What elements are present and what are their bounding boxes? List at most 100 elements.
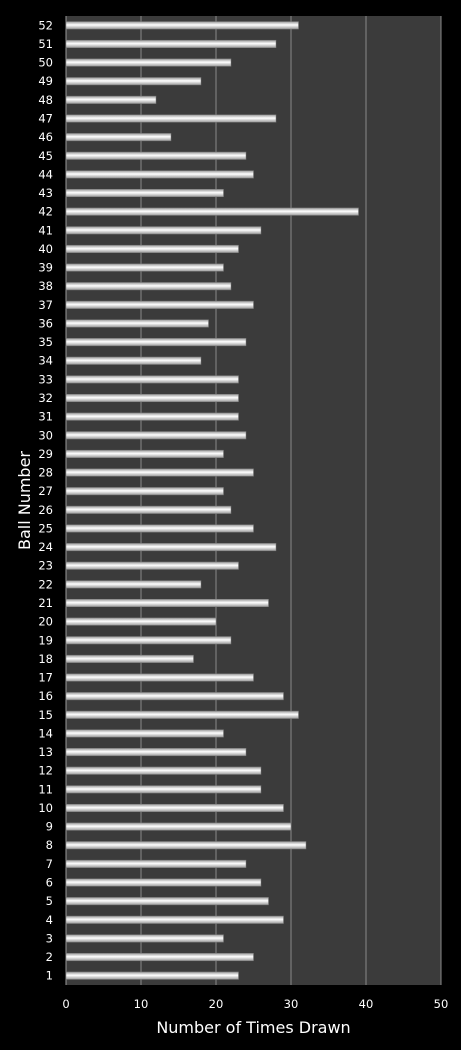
y-tick-label: 13	[38, 745, 53, 759]
y-tick-label: 30	[38, 428, 53, 442]
y-tick-label: 50	[38, 56, 53, 70]
y-tick-label: 29	[38, 447, 53, 461]
bar-ball-51	[65, 39, 277, 48]
bar-ball-35	[65, 338, 247, 347]
bar-ball-4	[65, 915, 284, 924]
y-tick-label: 35	[38, 335, 53, 349]
bar-ball-28	[65, 468, 254, 477]
x-tick-label: 40	[359, 997, 374, 1011]
y-tick-label: 52	[38, 18, 53, 32]
y-tick-label: 4	[46, 913, 53, 927]
bar-ball-45	[65, 151, 247, 160]
bar-ball-40	[65, 244, 239, 253]
y-tick-label: 12	[38, 764, 53, 778]
bar-ball-42	[65, 207, 359, 216]
bar-ball-33	[65, 375, 239, 384]
bar-ball-14	[65, 729, 224, 738]
bar-ball-46	[65, 133, 172, 142]
bar-ball-48	[65, 95, 157, 104]
bar-ball-11	[65, 785, 262, 794]
y-tick-label: 2	[46, 950, 53, 964]
bar-ball-21	[65, 598, 269, 607]
bar-ball-36	[65, 319, 209, 328]
y-tick-label: 39	[38, 261, 53, 275]
bar-ball-3	[65, 934, 224, 943]
y-axis-title: Ball Number	[15, 451, 34, 550]
y-tick-label: 43	[38, 186, 53, 200]
y-tick-label: 8	[46, 838, 53, 852]
bar-ball-23	[65, 561, 239, 570]
plot-area	[66, 16, 441, 985]
bar-ball-12	[65, 766, 262, 775]
y-tick-label: 45	[38, 149, 53, 163]
bar-ball-50	[65, 58, 232, 67]
bar-ball-39	[65, 263, 224, 272]
x-tick-label: 20	[209, 997, 224, 1011]
bar-ball-38	[65, 282, 232, 291]
y-tick-label: 23	[38, 559, 53, 573]
x-tick-label: 0	[62, 997, 69, 1011]
bar-ball-43	[65, 189, 224, 198]
x-tick-label: 10	[134, 997, 149, 1011]
bar-ball-49	[65, 77, 202, 86]
y-tick-label: 40	[38, 242, 53, 256]
bar-ball-31	[65, 412, 239, 421]
y-tick-label: 6	[46, 876, 53, 890]
bar-ball-8	[65, 841, 307, 850]
y-tick-label: 32	[38, 391, 53, 405]
bar-ball-7	[65, 859, 247, 868]
bar-ball-16	[65, 692, 284, 701]
bar-ball-6	[65, 878, 262, 887]
y-tick-label: 22	[38, 577, 53, 591]
bar-ball-25	[65, 524, 254, 533]
bar-ball-24	[65, 543, 277, 552]
bar-ball-47	[65, 114, 277, 123]
bar-ball-1	[65, 971, 239, 980]
y-tick-label: 47	[38, 111, 53, 125]
y-tick-label: 38	[38, 279, 53, 293]
y-tick-label: 24	[38, 540, 53, 554]
bar-ball-15	[65, 710, 299, 719]
bar-ball-2	[65, 953, 254, 962]
y-tick-label: 16	[38, 689, 53, 703]
bar-ball-30	[65, 431, 247, 440]
y-tick-label: 51	[38, 37, 53, 51]
y-tick-label: 37	[38, 298, 53, 312]
y-tick-label: 31	[38, 410, 53, 424]
y-tick-label: 49	[38, 74, 53, 88]
y-tick-label: 10	[38, 801, 53, 815]
y-tick-label: 3	[46, 931, 53, 945]
bar-ball-41	[65, 226, 262, 235]
bar-ball-19	[65, 636, 232, 645]
bar-ball-26	[65, 505, 232, 514]
bar-ball-32	[65, 394, 239, 403]
bar-ball-18	[65, 654, 194, 663]
y-tick-label: 36	[38, 316, 53, 330]
bar-ball-9	[65, 822, 292, 831]
bar-ball-22	[65, 580, 202, 589]
y-tick-label: 7	[46, 857, 53, 871]
y-tick-label: 27	[38, 484, 53, 498]
x-axis-title: Number of Times Drawn	[156, 1018, 350, 1037]
y-tick-label: 9	[46, 820, 53, 834]
x-tick-labels: 0 10 20 30 40 50	[62, 997, 448, 1011]
bar-ball-34	[65, 356, 202, 365]
bar-ball-20	[65, 617, 217, 626]
y-tick-label: 5	[46, 894, 53, 908]
y-tick-label: 46	[38, 130, 53, 144]
y-tick-label: 19	[38, 633, 53, 647]
bar-ball-52	[65, 21, 299, 30]
y-tick-label: 42	[38, 205, 53, 219]
y-tick-label: 15	[38, 708, 53, 722]
bar-ball-13	[65, 748, 247, 757]
y-tick-label: 25	[38, 521, 53, 535]
y-tick-label: 11	[38, 782, 53, 796]
y-tick-label: 26	[38, 503, 53, 517]
y-tick-label: 41	[38, 223, 53, 237]
bar-ball-5	[65, 897, 269, 906]
bar-ball-37	[65, 300, 254, 309]
y-tick-label: 33	[38, 372, 53, 386]
bar-ball-17	[65, 673, 254, 682]
y-tick-label: 17	[38, 671, 53, 685]
